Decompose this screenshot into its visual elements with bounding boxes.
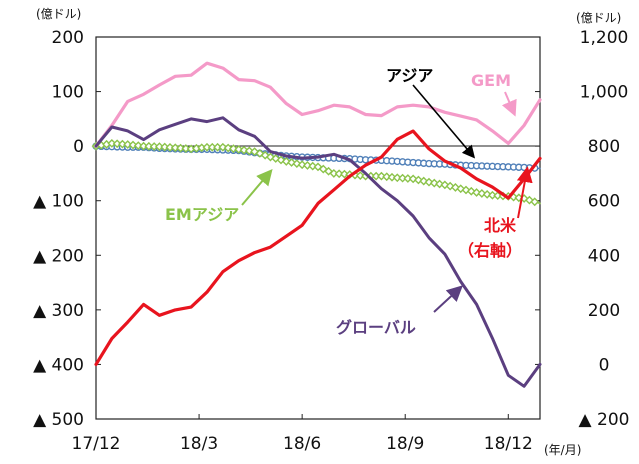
series-em-point [234, 145, 244, 154]
annotation-north-america: 北米 [484, 216, 517, 235]
series-em-point [281, 157, 291, 166]
x-unit: (年/月) [544, 443, 581, 457]
series-gem-line [94, 61, 542, 148]
y-right-tick-label: ▲ 200 [579, 410, 630, 430]
annotation-layer: GEM アジア EMアジア 北米 （右軸） グローバル [165, 66, 533, 337]
y-left-tick-label: ▲ 300 [33, 301, 84, 321]
arrow-global [433, 285, 463, 313]
series-em-point [318, 164, 328, 174]
series-em-point [377, 171, 386, 181]
series-gem [94, 61, 542, 148]
series-em-point [308, 161, 318, 171]
series-em-point [329, 169, 339, 178]
series-em-point [160, 142, 170, 152]
series-em-point [403, 174, 413, 183]
y-left-tick-labels: 200 100 0 ▲ 100 ▲ 200 ▲ 300 ▲ 400 ▲ 500 [33, 28, 101, 430]
annotation-right-axis: （右軸） [458, 241, 522, 260]
series-em-point [355, 171, 365, 181]
annotation-global: グローバル [336, 318, 416, 337]
series-em-point [392, 173, 402, 183]
series-layer [91, 61, 542, 388]
series-em-point [123, 140, 133, 149]
y-right-tick-label: 1,200 [580, 28, 629, 48]
y-left-tick-label: ▲ 400 [33, 355, 84, 375]
series-em-point [382, 172, 392, 182]
y-left-tick-label: 200 [52, 28, 84, 48]
series-em-point [424, 177, 434, 187]
series-em-line [95, 142, 541, 205]
series-em-point [128, 140, 138, 150]
y-right-tick-label: 1,000 [580, 83, 629, 103]
series-em-point [181, 144, 191, 153]
series-em-point [334, 169, 344, 179]
arrow-north-america [516, 166, 533, 219]
x-tick-label: 18/3 [180, 434, 218, 454]
annotation-em-asia: EMアジア [165, 205, 239, 224]
series-em-point [223, 143, 233, 153]
series-em-point [112, 139, 122, 149]
x-tick-label: 18/6 [283, 434, 321, 454]
series-em-point [165, 143, 175, 152]
plot-area [95, 36, 541, 420]
series-em-point [170, 143, 180, 153]
series-em [91, 139, 541, 207]
y-left-unit: (億ドル) [36, 7, 81, 21]
y-left-tick-label: 100 [52, 83, 84, 103]
series-em-point [133, 141, 143, 150]
x-tick-label: 17/12 [72, 434, 121, 454]
y-right-tick-label: 200 [588, 301, 620, 321]
series-em-point [340, 169, 349, 179]
series-item-3 [94, 116, 542, 388]
series-em-point [229, 144, 238, 154]
series-em-point [398, 173, 407, 183]
series-em-point [461, 185, 471, 195]
series-em-point [493, 191, 503, 201]
series-em-point [530, 197, 540, 207]
series-em-point [176, 143, 185, 153]
y-left-tick-label: ▲ 100 [33, 192, 84, 212]
series-em-point [155, 142, 164, 152]
series-item-4 [94, 129, 542, 366]
y-right-tick-label: 400 [588, 246, 620, 266]
y-right-tick-label: 0 [599, 355, 610, 375]
y-right-tick-label: 800 [588, 137, 620, 157]
series-em-point [107, 139, 117, 148]
series-em-point [466, 186, 476, 196]
series-em-point [276, 155, 286, 165]
arrow-gem [501, 91, 517, 117]
arrow-em-asia [241, 168, 273, 206]
series-em-point [271, 154, 281, 163]
series-em-point [429, 178, 439, 188]
annotation-gem: GEM [471, 71, 511, 90]
x-tick-label: 18/9 [386, 434, 424, 454]
series-em-point [313, 162, 323, 172]
series-em-point [303, 161, 312, 170]
x-tick-labels: 17/12 18/3 18/6 18/9 18/12 [72, 414, 533, 454]
series-em-point [118, 139, 127, 149]
y-right-unit: (億ドル) [576, 11, 621, 25]
series-item-3-line [94, 116, 542, 388]
series-em-point [239, 145, 249, 155]
series-em-point [456, 184, 466, 194]
y-left-tick-label: ▲ 200 [33, 246, 84, 266]
series-em-point [488, 190, 497, 200]
series-em-point [297, 160, 307, 170]
y-left-tick-label: ▲ 500 [33, 410, 84, 430]
series-em-point [387, 172, 397, 182]
annotation-asia: アジア [386, 66, 433, 85]
arrow-asia [412, 84, 476, 159]
series-em-point [244, 146, 254, 156]
series-em-point [218, 142, 228, 152]
series-item-4-line [94, 129, 542, 366]
y-right-tick-label: 600 [588, 192, 620, 212]
y-left-tick-label: 0 [73, 137, 84, 157]
y-right-tick-labels: 1,200 1,000 800 600 400 200 0 ▲ 200 [535, 28, 629, 430]
series-em-point [419, 176, 429, 186]
x-tick-label: 18/12 [484, 434, 533, 454]
